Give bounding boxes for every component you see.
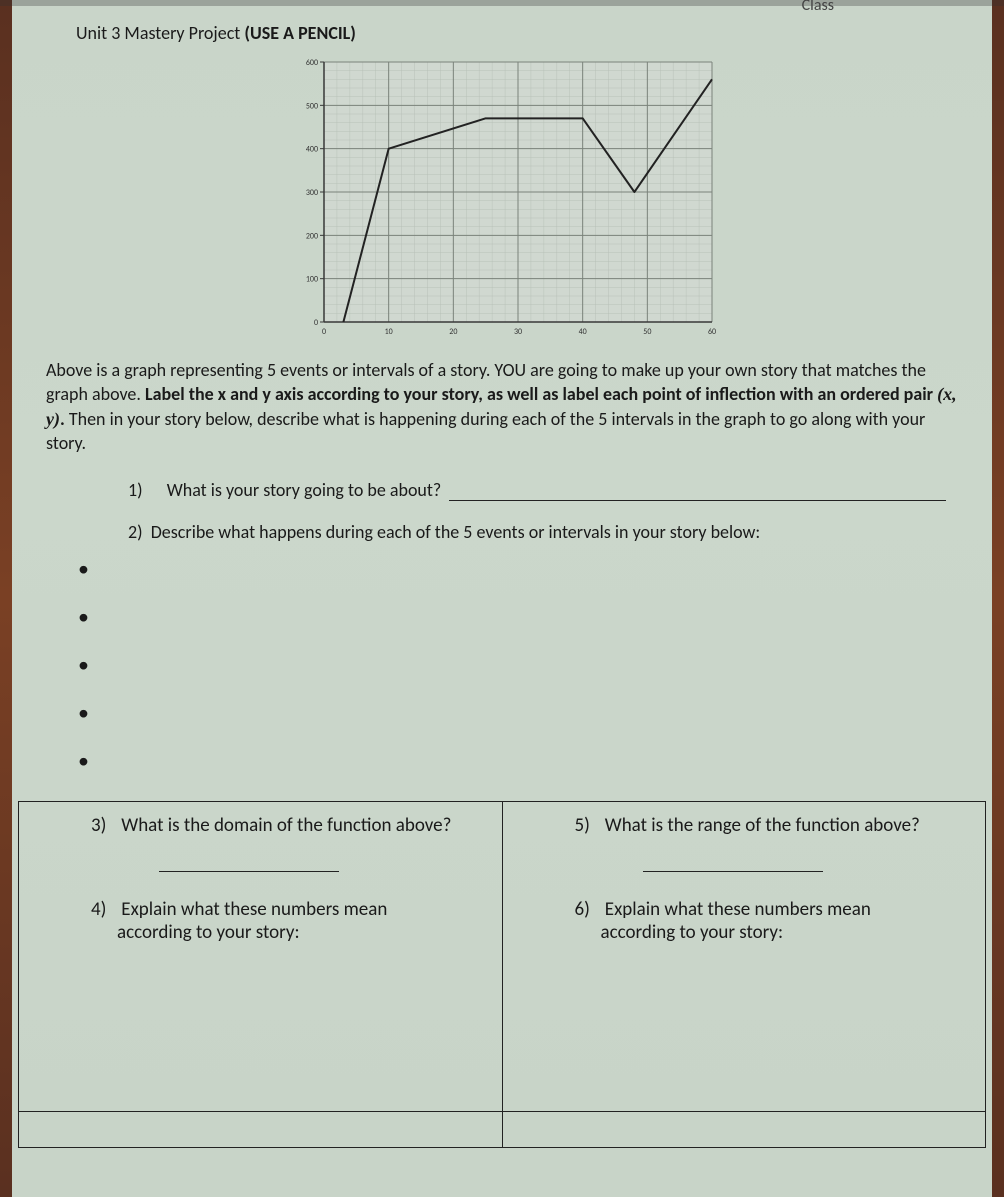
worksheet-page: Class Unit 3 Mastery Project (USE A PENC… bbox=[0, 0, 1004, 1197]
q3-text: What is the domain of the function above… bbox=[121, 814, 451, 837]
class-label: Class bbox=[802, 0, 834, 15]
q4-text-line1: Explain what these numbers mean bbox=[121, 898, 387, 921]
svg-text:100: 100 bbox=[306, 275, 318, 285]
svg-text:300: 300 bbox=[306, 188, 318, 198]
list-item[interactable] bbox=[78, 753, 986, 763]
title-bold: (USE A PENCIL) bbox=[244, 22, 355, 44]
question-4: 4) Explain what these numbers mean accor… bbox=[91, 898, 480, 944]
svg-text:20: 20 bbox=[449, 327, 457, 337]
q6-text-line2: according to your story: bbox=[575, 921, 964, 944]
question-5: 5) What is the range of the function abo… bbox=[575, 814, 964, 837]
q3-answer-line[interactable] bbox=[159, 871, 339, 872]
desk-edge-left bbox=[0, 0, 12, 1197]
q4-num: 4) bbox=[91, 898, 117, 921]
q3-num: 3) bbox=[91, 814, 117, 837]
list-item[interactable] bbox=[78, 705, 986, 715]
q1-num: 1) bbox=[128, 479, 143, 501]
svg-text:200: 200 bbox=[306, 231, 318, 241]
desk-edge-right bbox=[992, 0, 1004, 1197]
title-plain: Unit 3 Mastery Project bbox=[76, 22, 244, 44]
chart-svg: 01020304050600100200300400500600 bbox=[282, 54, 722, 344]
q1-text: What is your story going to be about? bbox=[167, 479, 442, 501]
svg-text:40: 40 bbox=[579, 327, 587, 337]
list-item[interactable] bbox=[78, 609, 986, 619]
svg-text:10: 10 bbox=[385, 327, 393, 337]
desc-bold1: Label the x and y axis according to your… bbox=[145, 383, 937, 405]
empty-cell-left bbox=[19, 1112, 503, 1148]
q4-text-line2: according to your story: bbox=[91, 921, 480, 944]
question-2: 2) Describe what happens during each of … bbox=[128, 521, 946, 543]
worksheet-title: Unit 3 Mastery Project (USE A PENCIL) bbox=[18, 0, 986, 44]
list-item[interactable] bbox=[78, 561, 986, 571]
q1-answer-line[interactable] bbox=[449, 481, 946, 501]
svg-text:600: 600 bbox=[306, 58, 318, 68]
cell-q5-q6: 5) What is the range of the function abo… bbox=[502, 802, 986, 1112]
svg-text:50: 50 bbox=[643, 327, 651, 337]
q5-answer-line[interactable] bbox=[643, 871, 823, 872]
question-6: 6) Explain what these numbers mean accor… bbox=[575, 898, 964, 944]
q5-num: 5) bbox=[575, 814, 601, 837]
svg-text:30: 30 bbox=[514, 327, 522, 337]
svg-text:500: 500 bbox=[306, 101, 318, 111]
desc-part2: Then in your story below, describe what … bbox=[46, 408, 925, 454]
event-bullets bbox=[78, 561, 986, 763]
question-1: 1) What is your story going to be about? bbox=[128, 479, 946, 501]
story-graph: 01020304050600100200300400500600 bbox=[282, 54, 722, 344]
svg-text:60: 60 bbox=[708, 327, 716, 337]
question-3: 3) What is the domain of the function ab… bbox=[91, 814, 480, 837]
svg-text:400: 400 bbox=[306, 145, 318, 155]
q6-text-line1: Explain what these numbers mean bbox=[605, 898, 871, 921]
svg-text:0: 0 bbox=[314, 318, 318, 328]
q5-text: What is the range of the function above? bbox=[605, 814, 920, 837]
svg-text:0: 0 bbox=[322, 327, 326, 337]
cell-q3-q4: 3) What is the domain of the function ab… bbox=[19, 802, 503, 1112]
q2-text: Describe what happens during each of the… bbox=[151, 521, 761, 543]
empty-cell-right bbox=[502, 1112, 986, 1148]
q6-num: 6) bbox=[575, 898, 601, 921]
instructions-paragraph: Above is a graph representing 5 events o… bbox=[46, 358, 958, 455]
q2-num: 2) bbox=[128, 521, 143, 543]
list-item[interactable] bbox=[78, 657, 986, 667]
answer-table: 3) What is the domain of the function ab… bbox=[18, 801, 986, 1148]
